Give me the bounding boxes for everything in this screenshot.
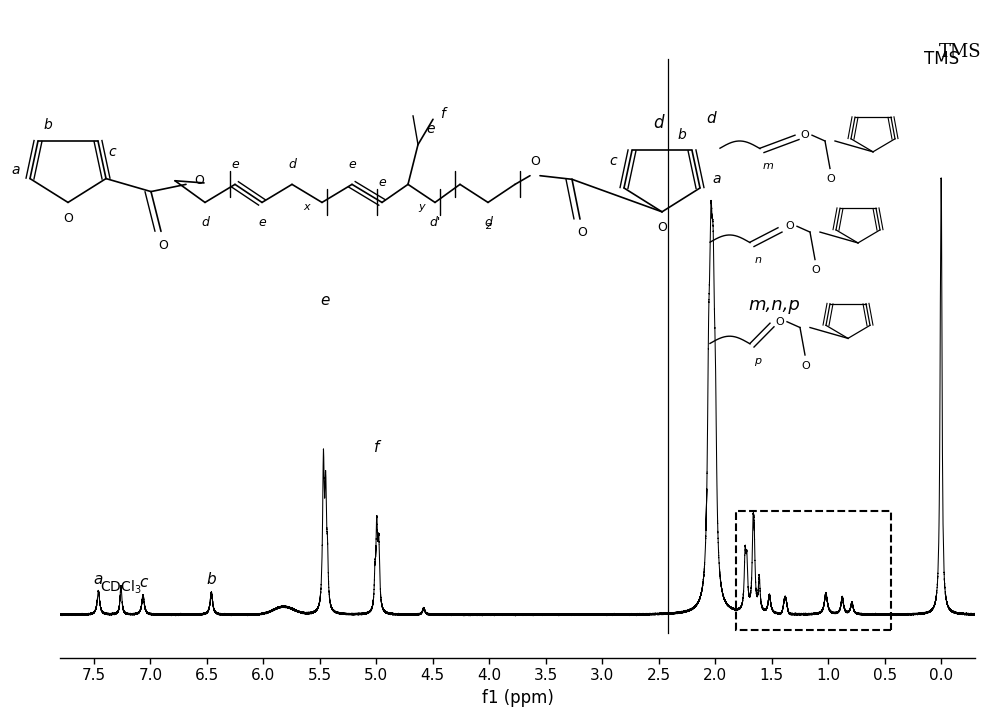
Text: e: e — [231, 158, 239, 171]
Text: f: f — [374, 440, 380, 455]
Text: O: O — [63, 212, 73, 225]
Text: O: O — [800, 130, 809, 140]
Text: O: O — [827, 174, 835, 184]
Text: e: e — [320, 293, 330, 308]
Text: f: f — [440, 107, 445, 121]
Bar — [736, 510, 891, 630]
Text: O: O — [577, 226, 587, 239]
Text: a: a — [12, 163, 20, 177]
Text: b: b — [678, 128, 686, 142]
Text: a: a — [712, 172, 721, 187]
Text: n: n — [755, 255, 762, 265]
Text: CDCl$_3$: CDCl$_3$ — [100, 579, 142, 596]
Text: d: d — [484, 216, 492, 229]
Text: e: e — [426, 122, 434, 136]
Text: O: O — [158, 239, 168, 252]
Text: d: d — [201, 216, 209, 229]
X-axis label: f1 (ppm): f1 (ppm) — [482, 689, 553, 707]
Text: m,n,p: m,n,p — [748, 296, 800, 314]
Text: a: a — [94, 573, 103, 587]
Text: O: O — [775, 317, 784, 327]
Text: b: b — [44, 119, 52, 132]
Text: e: e — [258, 216, 266, 229]
Text: TMS: TMS — [939, 43, 981, 61]
Text: d: d — [288, 158, 296, 171]
Text: e: e — [348, 158, 356, 171]
Text: d: d — [653, 114, 663, 132]
Text: m: m — [763, 161, 773, 171]
Text: O: O — [802, 361, 810, 371]
Text: O: O — [194, 174, 204, 187]
Text: O: O — [530, 155, 540, 168]
Text: b: b — [207, 573, 216, 587]
Text: y: y — [418, 202, 425, 213]
Text: c: c — [108, 145, 116, 159]
Text: c: c — [609, 154, 617, 168]
Text: O: O — [785, 221, 794, 231]
Text: e: e — [378, 176, 386, 189]
Text: z: z — [485, 221, 491, 231]
Text: d': d' — [429, 216, 441, 229]
Text: O: O — [812, 265, 820, 275]
Text: O: O — [657, 221, 667, 234]
Text: x: x — [304, 202, 310, 213]
Text: c: c — [139, 576, 147, 590]
Text: d: d — [706, 111, 715, 127]
Text: TMS: TMS — [924, 50, 959, 68]
Text: p: p — [754, 356, 762, 367]
